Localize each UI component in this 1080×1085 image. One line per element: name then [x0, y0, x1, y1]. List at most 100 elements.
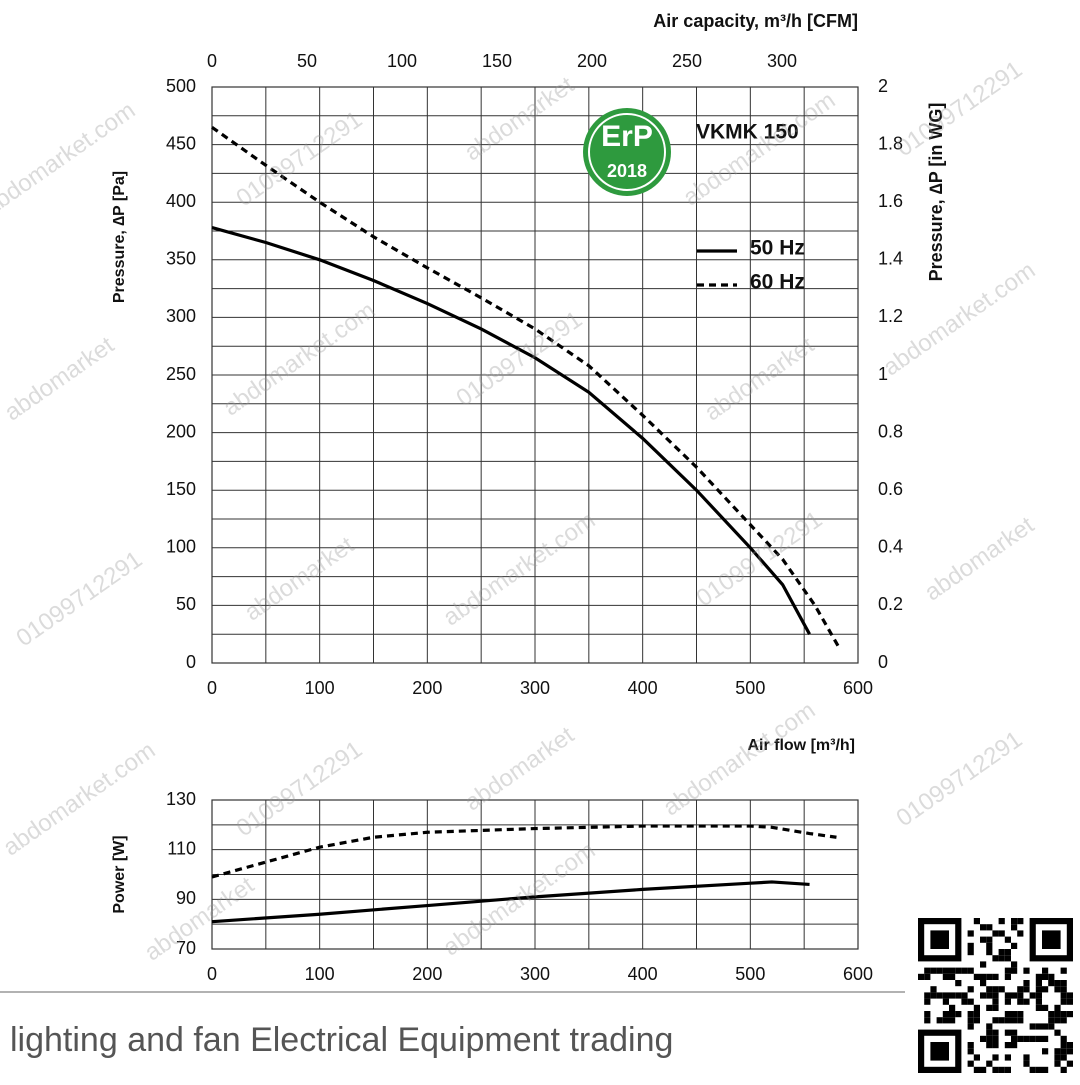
qr-code — [912, 912, 1078, 1078]
qr-cell — [992, 930, 999, 937]
x2-axis-label: Air capacity, m³/h [CFM] — [653, 11, 858, 31]
qr-cell — [986, 973, 993, 980]
y2-tick-label: 0 — [878, 652, 888, 672]
x2-tick-label: 150 — [482, 51, 512, 71]
qr-cell — [967, 1011, 974, 1018]
qr-finder — [930, 1042, 949, 1061]
watermark: abdomarket — [0, 331, 119, 426]
qr-cell — [1017, 1035, 1024, 1042]
qr-cell — [973, 918, 980, 925]
x2-tick-label: 200 — [577, 51, 607, 71]
qr-cell — [936, 992, 943, 999]
qr-cell — [1054, 1048, 1061, 1055]
qr-cell — [1017, 918, 1024, 925]
qr-cell — [992, 1066, 999, 1073]
qr-cell — [1011, 1017, 1018, 1024]
qr-cell — [1060, 1066, 1067, 1073]
qr-cell — [1042, 1048, 1049, 1055]
qr-cell — [1023, 967, 1030, 974]
qr-cell — [1066, 992, 1073, 999]
qr-cell — [1023, 1060, 1030, 1067]
qr-cell — [980, 924, 987, 931]
qr-cell — [992, 1029, 999, 1036]
y2-tick-label: 1.2 — [878, 306, 903, 326]
x-tick-label: 500 — [735, 964, 765, 984]
qr-cell — [986, 1035, 993, 1042]
watermark: 01099712291 — [891, 726, 1027, 832]
qr-cell — [967, 1023, 974, 1030]
qr-cell — [992, 1042, 999, 1049]
x-tick-label: 500 — [735, 678, 765, 698]
qr-cell — [1066, 1011, 1073, 1018]
badge-top: ErP — [601, 120, 653, 153]
qr-cell — [1042, 973, 1049, 980]
watermark: abdomarket.com — [218, 297, 380, 422]
qr-cell — [1048, 1017, 1055, 1024]
watermark: abdomarket — [920, 511, 1040, 606]
y-tick-label: 400 — [166, 191, 196, 211]
y-axis-label: Power [W] — [111, 835, 128, 913]
qr-cell — [1035, 992, 1042, 999]
qr-cell — [924, 967, 931, 974]
qr-cell — [1029, 992, 1036, 999]
qr-cell — [992, 998, 999, 1005]
qr-cell — [998, 955, 1005, 962]
qr-cell — [1011, 1029, 1018, 1036]
qr-cell — [992, 1035, 999, 1042]
qr-cell — [973, 1066, 980, 1073]
badge-bottom: 2018 — [607, 161, 647, 181]
qr-cell — [949, 973, 956, 980]
y-tick-label: 50 — [176, 594, 196, 614]
x-tick-label: 200 — [412, 964, 442, 984]
qr-cell — [986, 1060, 993, 1067]
qr-cell — [1004, 973, 1011, 980]
y-tick-label: 70 — [176, 938, 196, 958]
qr-cell — [961, 967, 968, 974]
qr-cell — [1042, 1035, 1049, 1042]
qr-cell — [949, 992, 956, 999]
y2-tick-label: 2 — [878, 76, 888, 96]
qr-cell — [1011, 918, 1018, 925]
qr-cell — [998, 949, 1005, 956]
qr-cell — [986, 986, 993, 993]
qr-cell — [992, 1004, 999, 1011]
qr-cell — [986, 942, 993, 949]
qr-cell — [942, 1011, 949, 1018]
qr-cell — [1060, 1035, 1067, 1042]
qr-cell — [949, 1011, 956, 1018]
qr-cell — [1042, 986, 1049, 993]
qr-cell — [1054, 1004, 1061, 1011]
qr-cell — [1011, 1011, 1018, 1018]
watermark: abdomarket.com — [0, 737, 160, 862]
qr-cell — [998, 918, 1005, 925]
x-tick-label: 200 — [412, 678, 442, 698]
qr-cell — [980, 980, 987, 987]
y2-tick-label: 1.4 — [878, 249, 903, 269]
x2-tick-label: 50 — [297, 51, 317, 71]
qr-cell — [1004, 1042, 1011, 1049]
qr-cell — [980, 992, 987, 999]
qr-cell — [1060, 1042, 1067, 1049]
qr-cell — [980, 936, 987, 943]
qr-cell — [1060, 998, 1067, 1005]
qr-cell — [992, 1054, 999, 1061]
y2-tick-label: 1 — [878, 364, 888, 384]
qr-cell — [930, 986, 937, 993]
qr-cell — [1029, 1066, 1036, 1073]
qr-cell — [1054, 1054, 1061, 1061]
qr-cell — [1066, 1048, 1073, 1055]
qr-cell — [986, 949, 993, 956]
qr-cell — [1035, 998, 1042, 1005]
x-axis-label: Air flow [m³/h] — [747, 737, 855, 754]
qr-finder — [930, 930, 949, 949]
qr-cell — [942, 992, 949, 999]
qr-cell — [973, 973, 980, 980]
qr-cell — [1023, 1054, 1030, 1061]
series-line — [211, 824, 837, 879]
qr-cell — [967, 1042, 974, 1049]
qr-cell — [1048, 973, 1055, 980]
qr-cell — [1023, 980, 1030, 987]
legend-label: 50 Hz — [750, 237, 805, 260]
qr-cell — [1060, 1011, 1067, 1018]
qr-cell — [1060, 1054, 1067, 1061]
